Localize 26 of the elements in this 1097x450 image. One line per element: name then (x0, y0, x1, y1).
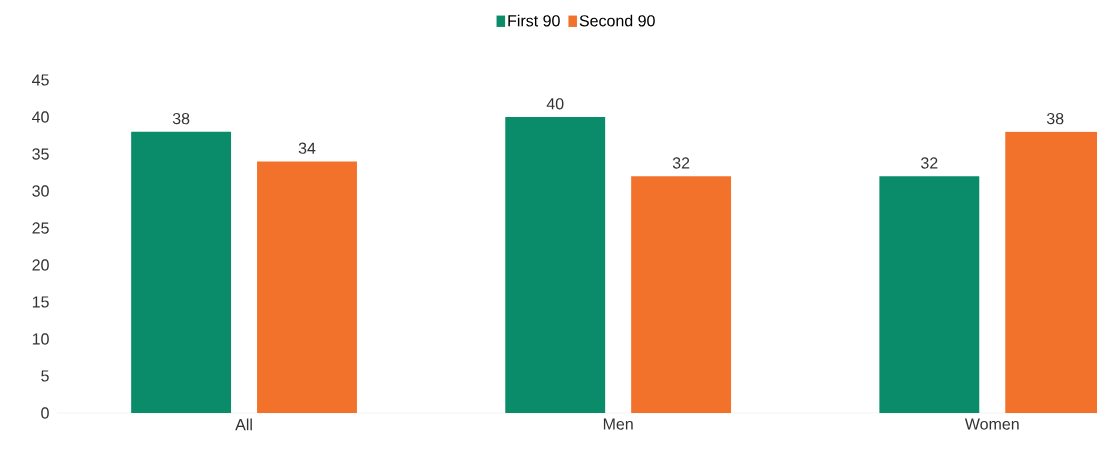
data-label: 32 (672, 157, 690, 169)
legend-label: Second 90 (579, 14, 655, 27)
x-tick-label: All (235, 418, 252, 431)
y-tick-label: 30 (32, 185, 49, 197)
data-label: 38 (172, 112, 190, 125)
data-label: 34 (298, 142, 316, 154)
data-label: 32 (921, 157, 938, 169)
x-tick-label: Men (603, 418, 633, 430)
y-tick-label: 5 (41, 370, 49, 382)
y-tick-label: 45 (32, 74, 49, 86)
bar (257, 161, 357, 413)
bar (631, 176, 732, 413)
y-tick-label: 20 (32, 259, 49, 271)
bar (879, 176, 980, 413)
y-tick-label: 0 (41, 407, 49, 419)
y-tick-label: 40 (32, 111, 49, 123)
y-tick-label: 35 (32, 148, 49, 160)
legend-label: First 90 (508, 14, 560, 27)
x-tick-label: Women (964, 418, 1019, 430)
data-label: 38 (1046, 112, 1064, 125)
data-label: 40 (546, 98, 564, 110)
y-tick-label: 25 (32, 222, 49, 234)
y-tick-label: 10 (32, 333, 49, 345)
y-tick-label: 15 (32, 296, 49, 308)
bar (505, 117, 606, 413)
bar (131, 131, 232, 413)
